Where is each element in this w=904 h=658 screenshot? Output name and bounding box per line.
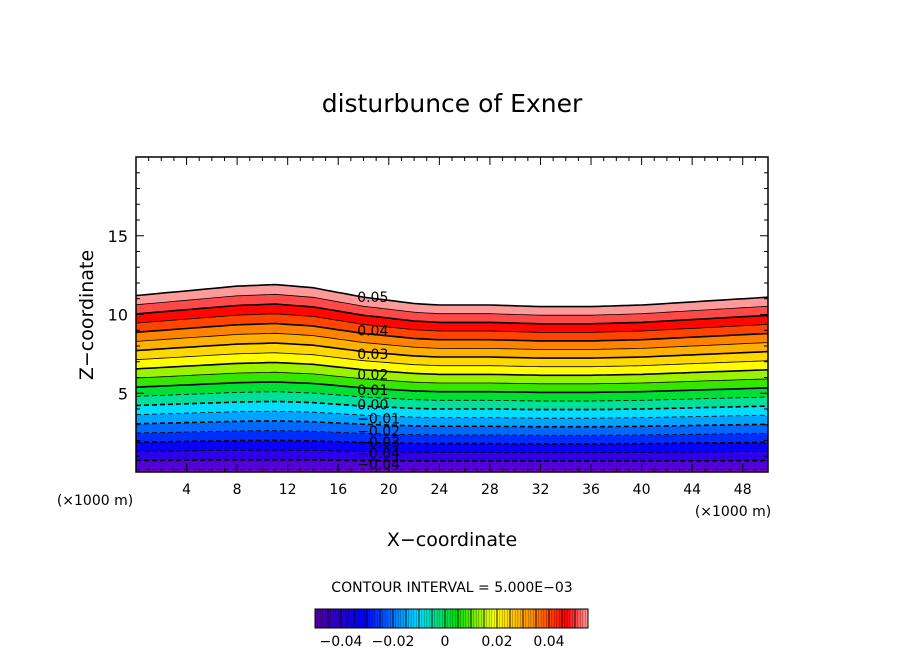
colorbar-tick-labels: −0.04 −0.02 0 0.02 0.04 — [320, 634, 565, 650]
contour-line — [136, 430, 768, 436]
contour-line — [136, 322, 768, 342]
colorbar-tick-label: −0.04 — [320, 634, 363, 650]
contour-label: −0.02 — [357, 424, 400, 440]
colorbar-fill — [314, 608, 589, 629]
x-tick-label: 12 — [279, 482, 297, 498]
colorbar-level-lines — [317, 609, 586, 628]
x-unit-label-right: (×1000 m) — [695, 504, 771, 520]
contour-line — [136, 400, 768, 411]
contour-interval-text: CONTOUR INTERVAL = 5.000E−03 — [331, 580, 572, 596]
contour-label: 0.01 — [357, 383, 388, 399]
x-tick-label: 32 — [532, 482, 550, 498]
contour-field — [136, 284, 768, 472]
contour-label: −0.01 — [357, 411, 400, 427]
contour-line — [136, 283, 768, 308]
contour-label: 0.02 — [357, 367, 388, 383]
contour-label: −0.04 — [357, 457, 400, 473]
colorbar-tick-label: 0 — [441, 634, 450, 650]
colorbar-tick-label: −0.02 — [372, 634, 415, 650]
x-tick-label: 8 — [233, 482, 242, 498]
contour-label: 0.03 — [357, 347, 388, 363]
contour-label: 0.00 — [357, 397, 388, 413]
x-tick-label: 40 — [633, 482, 651, 498]
contour-line — [136, 352, 768, 368]
x-axis-label: X−coordinate — [387, 529, 517, 551]
y-tick-label: 15 — [108, 227, 128, 246]
y-tick-label: 5 — [118, 384, 128, 403]
x-tick-label: 28 — [481, 482, 499, 498]
contour-line — [136, 313, 768, 333]
y-tick-label: 10 — [108, 306, 128, 325]
contour-line — [136, 410, 768, 419]
contour-line — [136, 449, 768, 453]
contour-line — [136, 293, 768, 316]
contour-label: 0.04 — [357, 323, 388, 339]
contour-lines — [136, 283, 768, 470]
x-tick-label: 4 — [182, 482, 191, 498]
chart-title: disturbunce of Exner — [322, 89, 583, 118]
colorbar-tick-label: 0.04 — [533, 634, 564, 650]
contour-line — [136, 342, 768, 359]
y-axis-label: Z−coordinate — [76, 250, 98, 380]
contour-line — [136, 391, 768, 402]
x-tick-label: 48 — [734, 482, 752, 498]
contour-line — [136, 303, 768, 325]
x-tick-label: 24 — [430, 482, 448, 498]
contour-line — [136, 371, 768, 385]
x-tick-label: 16 — [329, 482, 347, 498]
x-unit-label-left: (×1000 m) — [57, 493, 133, 509]
x-tick-label: 44 — [683, 482, 701, 498]
contour-line — [136, 381, 768, 394]
colorbar: −0.04 −0.02 0 0.02 0.04 — [314, 608, 589, 650]
contour-line — [136, 332, 768, 350]
colorbar-tick-label: 0.02 — [481, 634, 512, 650]
contour-line — [136, 361, 768, 377]
contour-line — [136, 459, 768, 462]
contour-label: −0.03 — [357, 435, 400, 451]
contour-label: 0.05 — [357, 290, 388, 306]
contour-line — [136, 420, 768, 428]
x-tick-label: 36 — [582, 482, 600, 498]
contour-labels: 0.050.040.030.020.010.00−0.01−0.02−0.03−… — [357, 290, 400, 473]
contour-label: −0.04 — [357, 446, 400, 462]
x-tick-label: 20 — [380, 482, 398, 498]
contour-line — [136, 439, 768, 445]
